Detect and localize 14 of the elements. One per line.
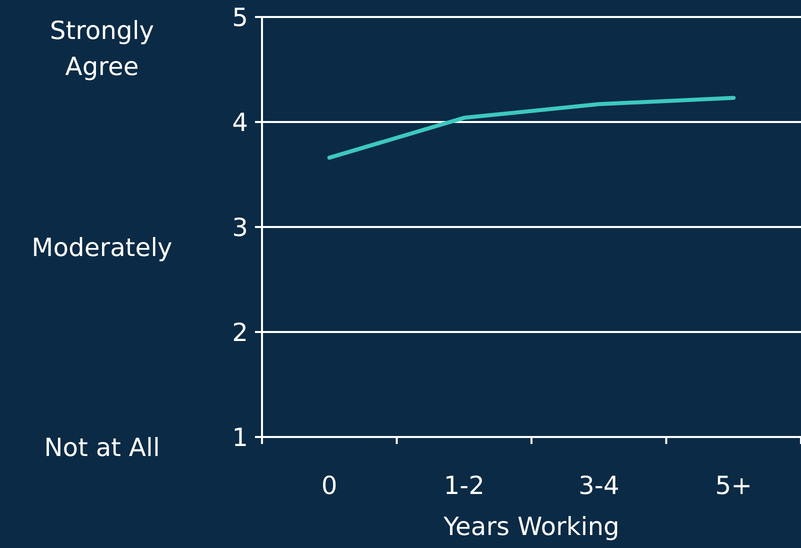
y-tick-label: 2 bbox=[232, 318, 248, 347]
y-tick-label: 3 bbox=[232, 212, 248, 242]
text: Strongly Agree bbox=[50, 16, 154, 81]
x-tick-label: 3-4 bbox=[578, 471, 620, 500]
y-tick-label: 4 bbox=[232, 108, 248, 137]
x-axis-title: Years Working bbox=[442, 512, 620, 541]
text: Not at All bbox=[44, 432, 160, 462]
y-tick-label: 1 bbox=[232, 422, 248, 452]
y-tick-label: 5 bbox=[232, 2, 248, 32]
x-tick-label: 1-2 bbox=[444, 471, 485, 500]
x-tick-label: 0 bbox=[321, 471, 338, 500]
line-series bbox=[327, 96, 736, 160]
x-tick-label: 5+ bbox=[715, 471, 752, 500]
text: Moderately bbox=[32, 232, 173, 262]
